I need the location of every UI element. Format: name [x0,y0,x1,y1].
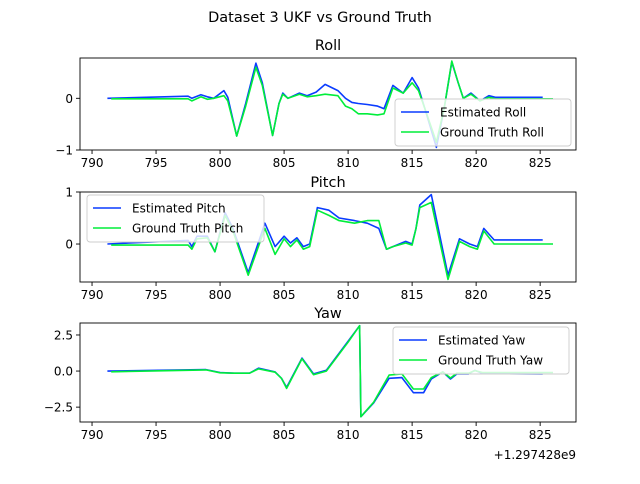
x-tick-label: 825 [529,288,552,302]
x-tick-label: 815 [401,428,424,442]
x-tick-label: 810 [337,428,360,442]
legend-label: Estimated Yaw [438,334,525,348]
legend: Estimated Yaw Ground Truth Yaw [392,326,570,375]
x-offset-label: +1.297428e9 [494,448,576,462]
legend-label: Ground Truth Roll [440,126,544,140]
y-tick-label: 0.0 [54,365,73,379]
x-tick-label: 790 [81,428,104,442]
x-tick-label: 805 [273,156,296,170]
x-tick-label: 800 [209,288,232,302]
legend-box [86,194,265,243]
legend-label: Ground Truth Pitch [132,222,243,236]
x-tick-label: 810 [337,156,360,170]
x-tick-label: 795 [145,428,168,442]
y-tick-label: 1 [65,186,73,200]
subplot-title: Yaw [313,306,342,322]
axes-frame [79,191,577,283]
x-tick-label: 800 [209,428,232,442]
x-tick-label: 820 [465,428,488,442]
x-tick-label: 805 [273,288,296,302]
x-tick-label: 815 [401,156,424,170]
subplot-yaw: 790 795 800 805 810 815 820 825 −2.5 0.0 2.5 Yaw Est… [44,306,577,442]
axes-frame [79,57,577,151]
y-tick-label: 0 [65,92,73,106]
subplot-roll: 790 795 800 805 810 815 820 825 −1 0 Roll Estimated… [55,38,577,170]
x-tick-label: 820 [465,156,488,170]
y-tick-label: −1 [55,144,73,158]
legend-label: Estimated Pitch [132,202,226,216]
series-line-ground-truth [111,60,553,143]
y-tick-label: −2.5 [44,401,73,415]
x-tick-label: 795 [145,156,168,170]
y-tick-label: 0 [65,238,73,252]
legend-box [394,98,572,147]
x-tick-label: 820 [465,288,488,302]
legend: Estimated Pitch Ground Truth Pitch [86,194,265,243]
x-tick-label: 805 [273,428,296,442]
axes-root: 790 795 800 805 810 815 820 825 −1 0 Roll Estimated… [44,38,577,442]
figure-title: Dataset 3 UKF vs Ground Truth [208,10,432,26]
x-tick-label: 800 [209,156,232,170]
subplot-title: Pitch [310,175,345,191]
x-tick-label: 810 [337,288,360,302]
x-tick-label: 790 [81,288,104,302]
x-tick-label: 825 [529,156,552,170]
x-tick-label: 825 [529,428,552,442]
legend-label: Estimated Roll [440,106,526,120]
subplot-pitch: 790 795 800 805 810 815 820 825 0 1 Pitch Estimated… [65,175,577,302]
legend: Estimated Roll Ground Truth Roll [394,98,572,147]
subplot-title: Roll [315,38,341,54]
y-tick-label: 2.5 [54,328,73,342]
legend-label: Ground Truth Yaw [438,354,543,368]
axes-frame [79,322,577,423]
legend-box [392,326,570,375]
x-tick-label: 815 [401,288,424,302]
series-line-ground-truth [111,324,553,418]
x-tick-label: 795 [145,288,168,302]
x-tick-label: 790 [81,156,104,170]
